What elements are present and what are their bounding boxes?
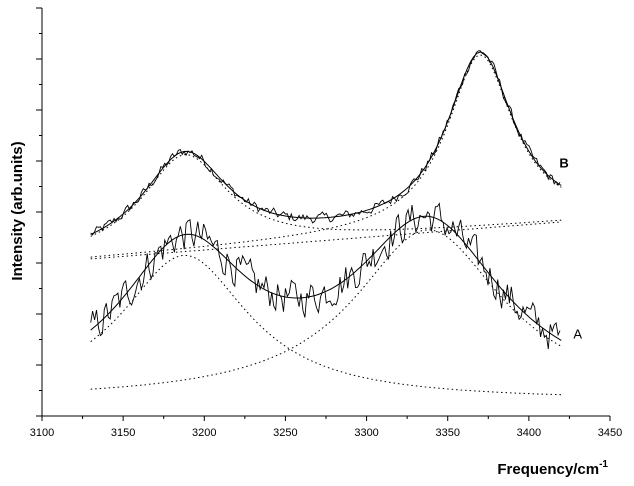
plot-area: BA [90, 50, 582, 396]
series-B: B [90, 50, 569, 260]
series-A-label: A [573, 326, 582, 341]
x-tick-label: 3150 [111, 427, 135, 439]
series-A-component-1 [90, 254, 562, 396]
series-B-baseline [90, 221, 562, 260]
series-B-component-2 [90, 54, 562, 258]
axes: 3100 3150 3200 3250 3300 3350 3400 3450 [30, 7, 622, 439]
series-A-measured-trace [90, 202, 561, 350]
x-ticks: 3100 3150 3200 3250 3300 3350 3400 3450 [30, 416, 622, 439]
x-tick-label: 3250 [273, 427, 297, 439]
y-axis-title: Intensity (arb.units) [9, 141, 26, 280]
series-A: A [90, 202, 582, 396]
x-tick-label: 3300 [354, 427, 378, 439]
x-tick-label: 3100 [30, 427, 54, 439]
x-axis-title-superscript: -1 [599, 459, 608, 470]
series-B-component-1 [90, 154, 562, 237]
x-tick-label: 3200 [192, 427, 216, 439]
series-B-label: B [559, 155, 568, 170]
x-tick-label: 3350 [435, 427, 459, 439]
x-axis-title: Frequency/cm-1 [497, 459, 608, 478]
x-axis-title-main: Frequency/cm [497, 461, 599, 478]
series-A-fit-curve [90, 215, 562, 341]
series-B-measured-trace [90, 50, 561, 236]
x-tick-label: 3400 [517, 427, 541, 439]
series-B-fit-curve [90, 51, 562, 235]
y-ticks [36, 7, 42, 417]
x-tick-label: 3450 [598, 427, 622, 439]
series-A-component-2 [90, 229, 562, 390]
